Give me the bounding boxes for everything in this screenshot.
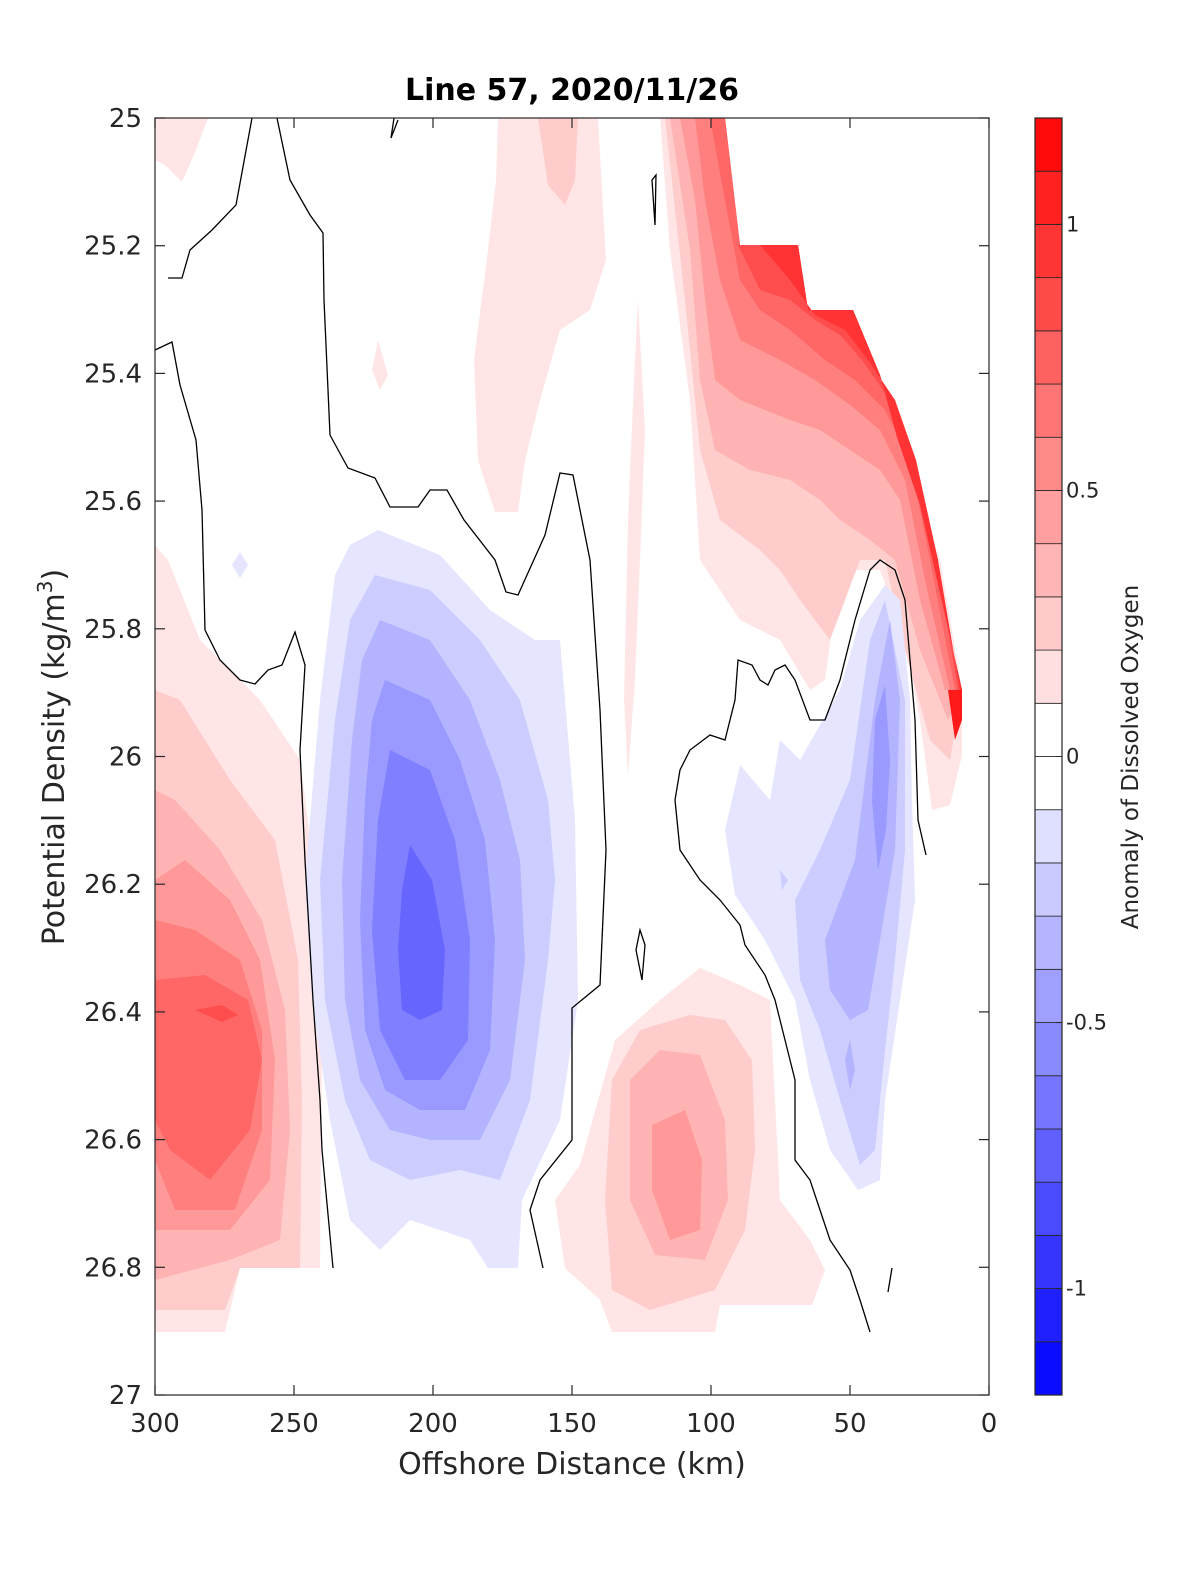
x-axis: 300 250 200 150 100 50 0: [130, 118, 997, 1439]
colorbar-tick-label: -1: [1066, 1277, 1087, 1301]
contour-fill: [372, 340, 388, 390]
colorbar: [1034, 117, 1063, 1396]
contour-fill: [398, 845, 445, 1020]
contour-fill: [652, 1110, 702, 1240]
contour-fill: [624, 300, 645, 775]
y-tick-label: 25.2: [84, 232, 142, 262]
colorbar-level: [1034, 224, 1063, 279]
y-tick-label: 26.6: [84, 1126, 142, 1156]
colorbar-level: [1034, 490, 1063, 545]
contour-fill: [155, 975, 262, 1180]
colorbar-level: [1034, 968, 1063, 1023]
colorbar-level: [1034, 809, 1063, 864]
y-tick-label: 26.8: [84, 1253, 142, 1283]
colorbar-level: [1034, 1128, 1063, 1183]
colorbar-title: Anomaly of Dissolved Oxygen: [1118, 585, 1144, 930]
y-tick-label: 26: [109, 743, 142, 773]
colorbar-tick-label: -0.5: [1066, 1011, 1107, 1035]
y-axis-title-text: Potential Density (kg/m: [37, 593, 72, 945]
contour-fill: [760, 245, 962, 690]
colorbar-level: [1034, 277, 1063, 332]
colorbar-tick-label: 0.5: [1066, 478, 1099, 502]
plot-area: [155, 118, 989, 1395]
y-axis-title: Potential Density (kg/m3): [33, 569, 72, 945]
contour-fill: [872, 685, 890, 870]
x-tick-label: 100: [686, 1409, 736, 1439]
colorbar-level: [1034, 1341, 1063, 1396]
y-axis-title-sup: 3: [33, 580, 57, 593]
y-tick-label: 25.4: [84, 359, 142, 389]
contour-fill: [538, 118, 578, 205]
y-tick-label: 26.4: [84, 998, 142, 1028]
y-tick-label: 25: [109, 104, 142, 134]
colorbar-level: [1034, 117, 1063, 172]
colorbar-level: [1034, 436, 1063, 491]
colorbar-level: [1034, 1075, 1063, 1130]
x-tick-label: 150: [547, 1409, 597, 1439]
contour-fill: [474, 118, 606, 512]
colorbar-level: [1034, 543, 1063, 598]
colorbar-ticks: 1 0.5 0 -0.5 -1: [1056, 212, 1107, 1301]
colorbar-level: [1034, 596, 1063, 651]
colorbar-tick-label: 0: [1066, 745, 1079, 769]
y-tick-label: 26.2: [84, 870, 142, 900]
y-tick-label: 25.8: [84, 615, 142, 645]
colorbar-level: [1034, 649, 1063, 704]
contour-fill: [195, 1005, 238, 1022]
x-tick-label: 300: [130, 1409, 180, 1439]
x-axis-title: Offshore Distance (km): [398, 1447, 746, 1482]
chart-title: Line 57, 2020/11/26: [405, 73, 739, 108]
colorbar-level: [1034, 330, 1063, 385]
x-tick-label: 250: [269, 1409, 319, 1439]
colorbar-level: [1034, 756, 1063, 811]
contour-fill: [780, 870, 788, 890]
colorbar-level: [1034, 862, 1063, 917]
y-axis-title-close: ): [37, 569, 72, 581]
contour-fill: [845, 1040, 855, 1090]
colorbar-level: [1034, 702, 1063, 757]
contour-fill: [232, 552, 248, 578]
y-tick-label: 27: [109, 1381, 142, 1411]
y-axis: 25 25.2 25.4 25.6 25.8 26 26.2 26.4 26.6 26.8 27: [84, 104, 989, 1411]
colorbar-level: [1034, 1022, 1063, 1077]
contour-fill: [155, 118, 208, 182]
colorbar-level: [1034, 1288, 1063, 1343]
y-tick-label: 25.6: [84, 487, 142, 517]
x-tick-label: 0: [981, 1409, 998, 1439]
x-tick-label: 200: [408, 1409, 458, 1439]
colorbar-level: [1034, 915, 1063, 970]
x-tick-label: 50: [833, 1409, 866, 1439]
colorbar-level: [1034, 170, 1063, 225]
contour-fill: [948, 690, 962, 740]
zero-contour-lines: [155, 118, 927, 1333]
colorbar-level: [1034, 1181, 1063, 1236]
contour-fill: [750, 1010, 756, 1022]
colorbar-tick-label: 1: [1066, 212, 1079, 236]
colorbar-level: [1034, 1234, 1063, 1289]
colorbar-level: [1034, 383, 1063, 438]
